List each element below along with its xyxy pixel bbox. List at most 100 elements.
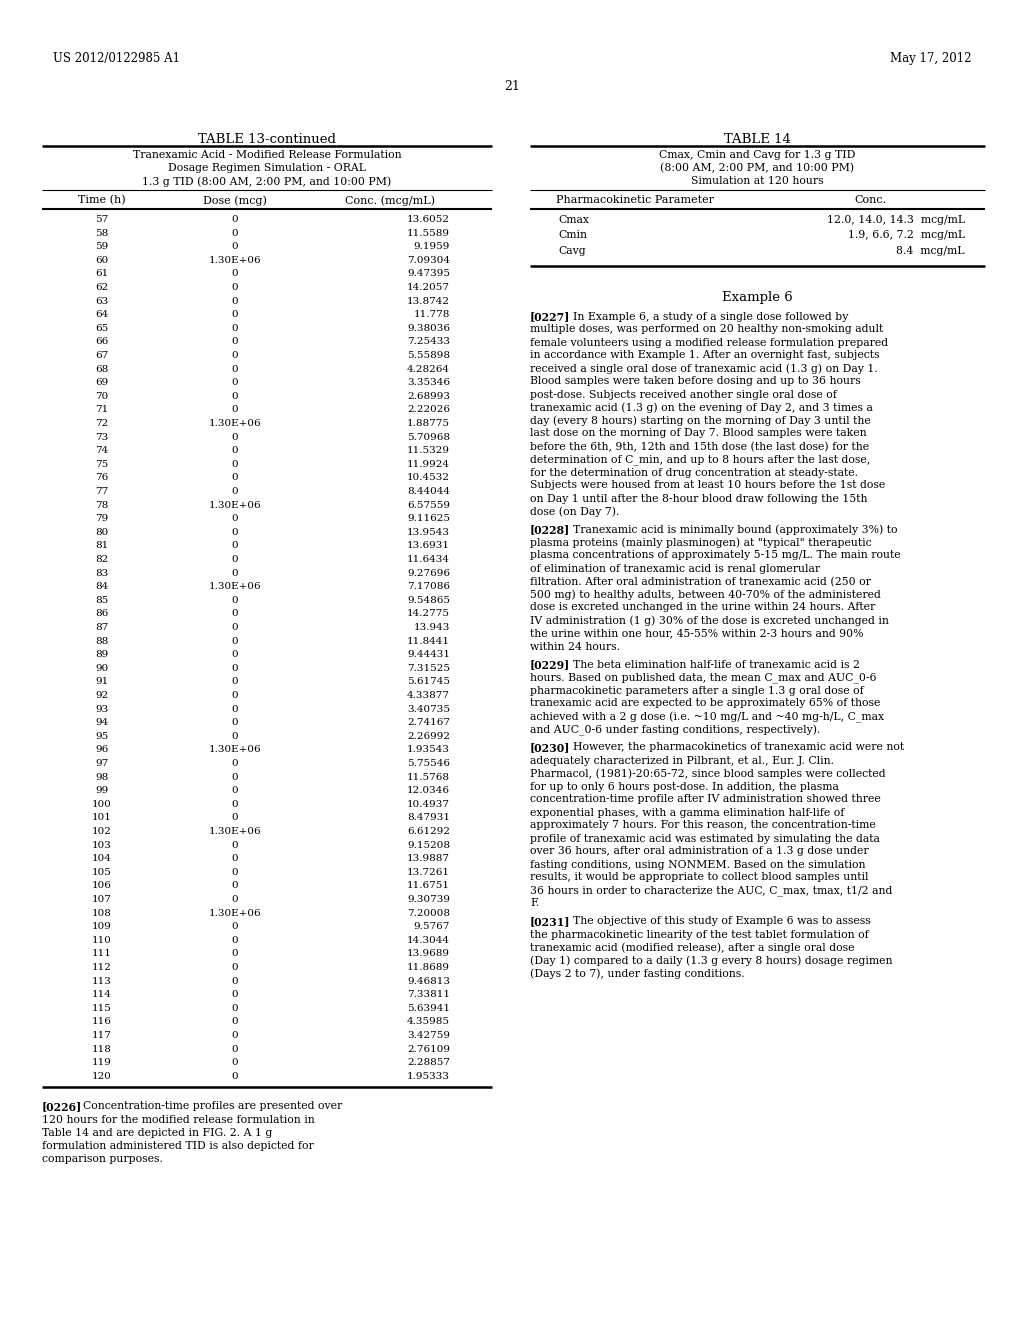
Text: 113: 113: [92, 977, 112, 986]
Text: 5.55898: 5.55898: [407, 351, 450, 360]
Text: 0: 0: [231, 841, 239, 850]
Text: Time (h): Time (h): [78, 195, 126, 206]
Text: 72: 72: [95, 418, 109, 428]
Text: concentration-time profile after IV administration showed three: concentration-time profile after IV admi…: [530, 795, 881, 804]
Text: 1.30E+06: 1.30E+06: [209, 828, 261, 836]
Text: 0: 0: [231, 459, 239, 469]
Text: 5.70968: 5.70968: [407, 433, 450, 442]
Text: 85: 85: [95, 595, 109, 605]
Text: 13.9887: 13.9887: [407, 854, 450, 863]
Text: 13.7261: 13.7261: [407, 867, 450, 876]
Text: 0: 0: [231, 405, 239, 414]
Text: 0: 0: [231, 1059, 239, 1067]
Text: 0: 0: [231, 215, 239, 224]
Text: 0: 0: [231, 269, 239, 279]
Text: 11.6434: 11.6434: [407, 554, 450, 564]
Text: 1.9, 6.6, 7.2  mcg/mL: 1.9, 6.6, 7.2 mcg/mL: [848, 231, 965, 240]
Text: 87: 87: [95, 623, 109, 632]
Text: Tranexamic Acid - Modified Release Formulation: Tranexamic Acid - Modified Release Formu…: [133, 150, 401, 160]
Text: Concentration-time profiles are presented over: Concentration-time profiles are presente…: [83, 1101, 342, 1111]
Text: dose (on Day 7).: dose (on Day 7).: [530, 507, 620, 517]
Text: 66: 66: [95, 338, 109, 346]
Text: 101: 101: [92, 813, 112, 822]
Text: 100: 100: [92, 800, 112, 809]
Text: 108: 108: [92, 908, 112, 917]
Text: 0: 0: [231, 1003, 239, 1012]
Text: 10.4532: 10.4532: [407, 474, 450, 482]
Text: 8.4  mcg/mL: 8.4 mcg/mL: [896, 246, 965, 256]
Text: 11.8689: 11.8689: [407, 964, 450, 972]
Text: 4.28264: 4.28264: [407, 364, 450, 374]
Text: 102: 102: [92, 828, 112, 836]
Text: 106: 106: [92, 882, 112, 891]
Text: 89: 89: [95, 651, 109, 659]
Text: Cmin: Cmin: [558, 231, 587, 240]
Text: 9.1959: 9.1959: [414, 242, 450, 251]
Text: 0: 0: [231, 977, 239, 986]
Text: 114: 114: [92, 990, 112, 999]
Text: 0: 0: [231, 474, 239, 482]
Text: 97: 97: [95, 759, 109, 768]
Text: 0: 0: [231, 990, 239, 999]
Text: 2.28857: 2.28857: [407, 1059, 450, 1067]
Text: In Example 6, a study of a single dose followed by: In Example 6, a study of a single dose f…: [573, 312, 848, 322]
Text: 93: 93: [95, 705, 109, 714]
Text: adequately characterized in Pilbrant, et al., Eur. J. Clin.: adequately characterized in Pilbrant, et…: [530, 755, 834, 766]
Text: 103: 103: [92, 841, 112, 850]
Text: 0: 0: [231, 1072, 239, 1081]
Text: 110: 110: [92, 936, 112, 945]
Text: (Day 1) compared to a daily (1.3 g every 8 hours) dosage regimen: (Day 1) compared to a daily (1.3 g every…: [530, 956, 893, 966]
Text: F.: F.: [530, 899, 540, 908]
Text: 116: 116: [92, 1018, 112, 1027]
Text: 0: 0: [231, 610, 239, 618]
Text: 0: 0: [231, 351, 239, 360]
Text: 120 hours for the modified release formulation in: 120 hours for the modified release formu…: [42, 1114, 314, 1125]
Text: 13.6931: 13.6931: [407, 541, 450, 550]
Text: 84: 84: [95, 582, 109, 591]
Text: Cmax: Cmax: [558, 215, 589, 224]
Text: before the 6th, 9th, 12th and 15th dose (the last dose) for the: before the 6th, 9th, 12th and 15th dose …: [530, 441, 869, 451]
Text: 11.5768: 11.5768: [407, 772, 450, 781]
Text: 7.17086: 7.17086: [407, 582, 450, 591]
Text: 2.26992: 2.26992: [407, 731, 450, 741]
Text: 76: 76: [95, 474, 109, 482]
Text: 13.8742: 13.8742: [407, 297, 450, 306]
Text: 111: 111: [92, 949, 112, 958]
Text: 11.8441: 11.8441: [407, 636, 450, 645]
Text: 13.9689: 13.9689: [407, 949, 450, 958]
Text: 0: 0: [231, 623, 239, 632]
Text: 64: 64: [95, 310, 109, 319]
Text: 8.47931: 8.47931: [407, 813, 450, 822]
Text: filtration. After oral administration of tranexamic acid (250 or: filtration. After oral administration of…: [530, 577, 870, 587]
Text: 0: 0: [231, 515, 239, 523]
Text: 88: 88: [95, 636, 109, 645]
Text: 0: 0: [231, 636, 239, 645]
Text: determination of C_min, and up to 8 hours after the last dose,: determination of C_min, and up to 8 hour…: [530, 454, 870, 465]
Text: 0: 0: [231, 282, 239, 292]
Text: in accordance with Example 1. After an overnight fast, subjects: in accordance with Example 1. After an o…: [530, 351, 880, 360]
Text: However, the pharmacokinetics of tranexamic acid were not: However, the pharmacokinetics of tranexa…: [573, 742, 904, 752]
Text: 0: 0: [231, 895, 239, 904]
Text: 11.5329: 11.5329: [407, 446, 450, 455]
Text: 11.5589: 11.5589: [407, 228, 450, 238]
Text: 1.93543: 1.93543: [407, 746, 450, 755]
Text: 0: 0: [231, 1031, 239, 1040]
Text: 75: 75: [95, 459, 109, 469]
Text: post-dose. Subjects received another single oral dose of: post-dose. Subjects received another sin…: [530, 389, 837, 400]
Text: results, it would be appropriate to collect blood samples until: results, it would be appropriate to coll…: [530, 873, 868, 883]
Text: 0: 0: [231, 664, 239, 673]
Text: 0: 0: [231, 759, 239, 768]
Text: approximately 7 hours. For this reason, the concentration-time: approximately 7 hours. For this reason, …: [530, 821, 876, 830]
Text: 0: 0: [231, 772, 239, 781]
Text: 9.11625: 9.11625: [407, 515, 450, 523]
Text: 1.30E+06: 1.30E+06: [209, 746, 261, 755]
Text: profile of tranexamic acid was estimated by simulating the data: profile of tranexamic acid was estimated…: [530, 833, 880, 843]
Text: 90: 90: [95, 664, 109, 673]
Text: 0: 0: [231, 677, 239, 686]
Text: 0: 0: [231, 800, 239, 809]
Text: 13.943: 13.943: [414, 623, 450, 632]
Text: [0226]: [0226]: [42, 1101, 82, 1113]
Text: 5.75546: 5.75546: [407, 759, 450, 768]
Text: 79: 79: [95, 515, 109, 523]
Text: 0: 0: [231, 297, 239, 306]
